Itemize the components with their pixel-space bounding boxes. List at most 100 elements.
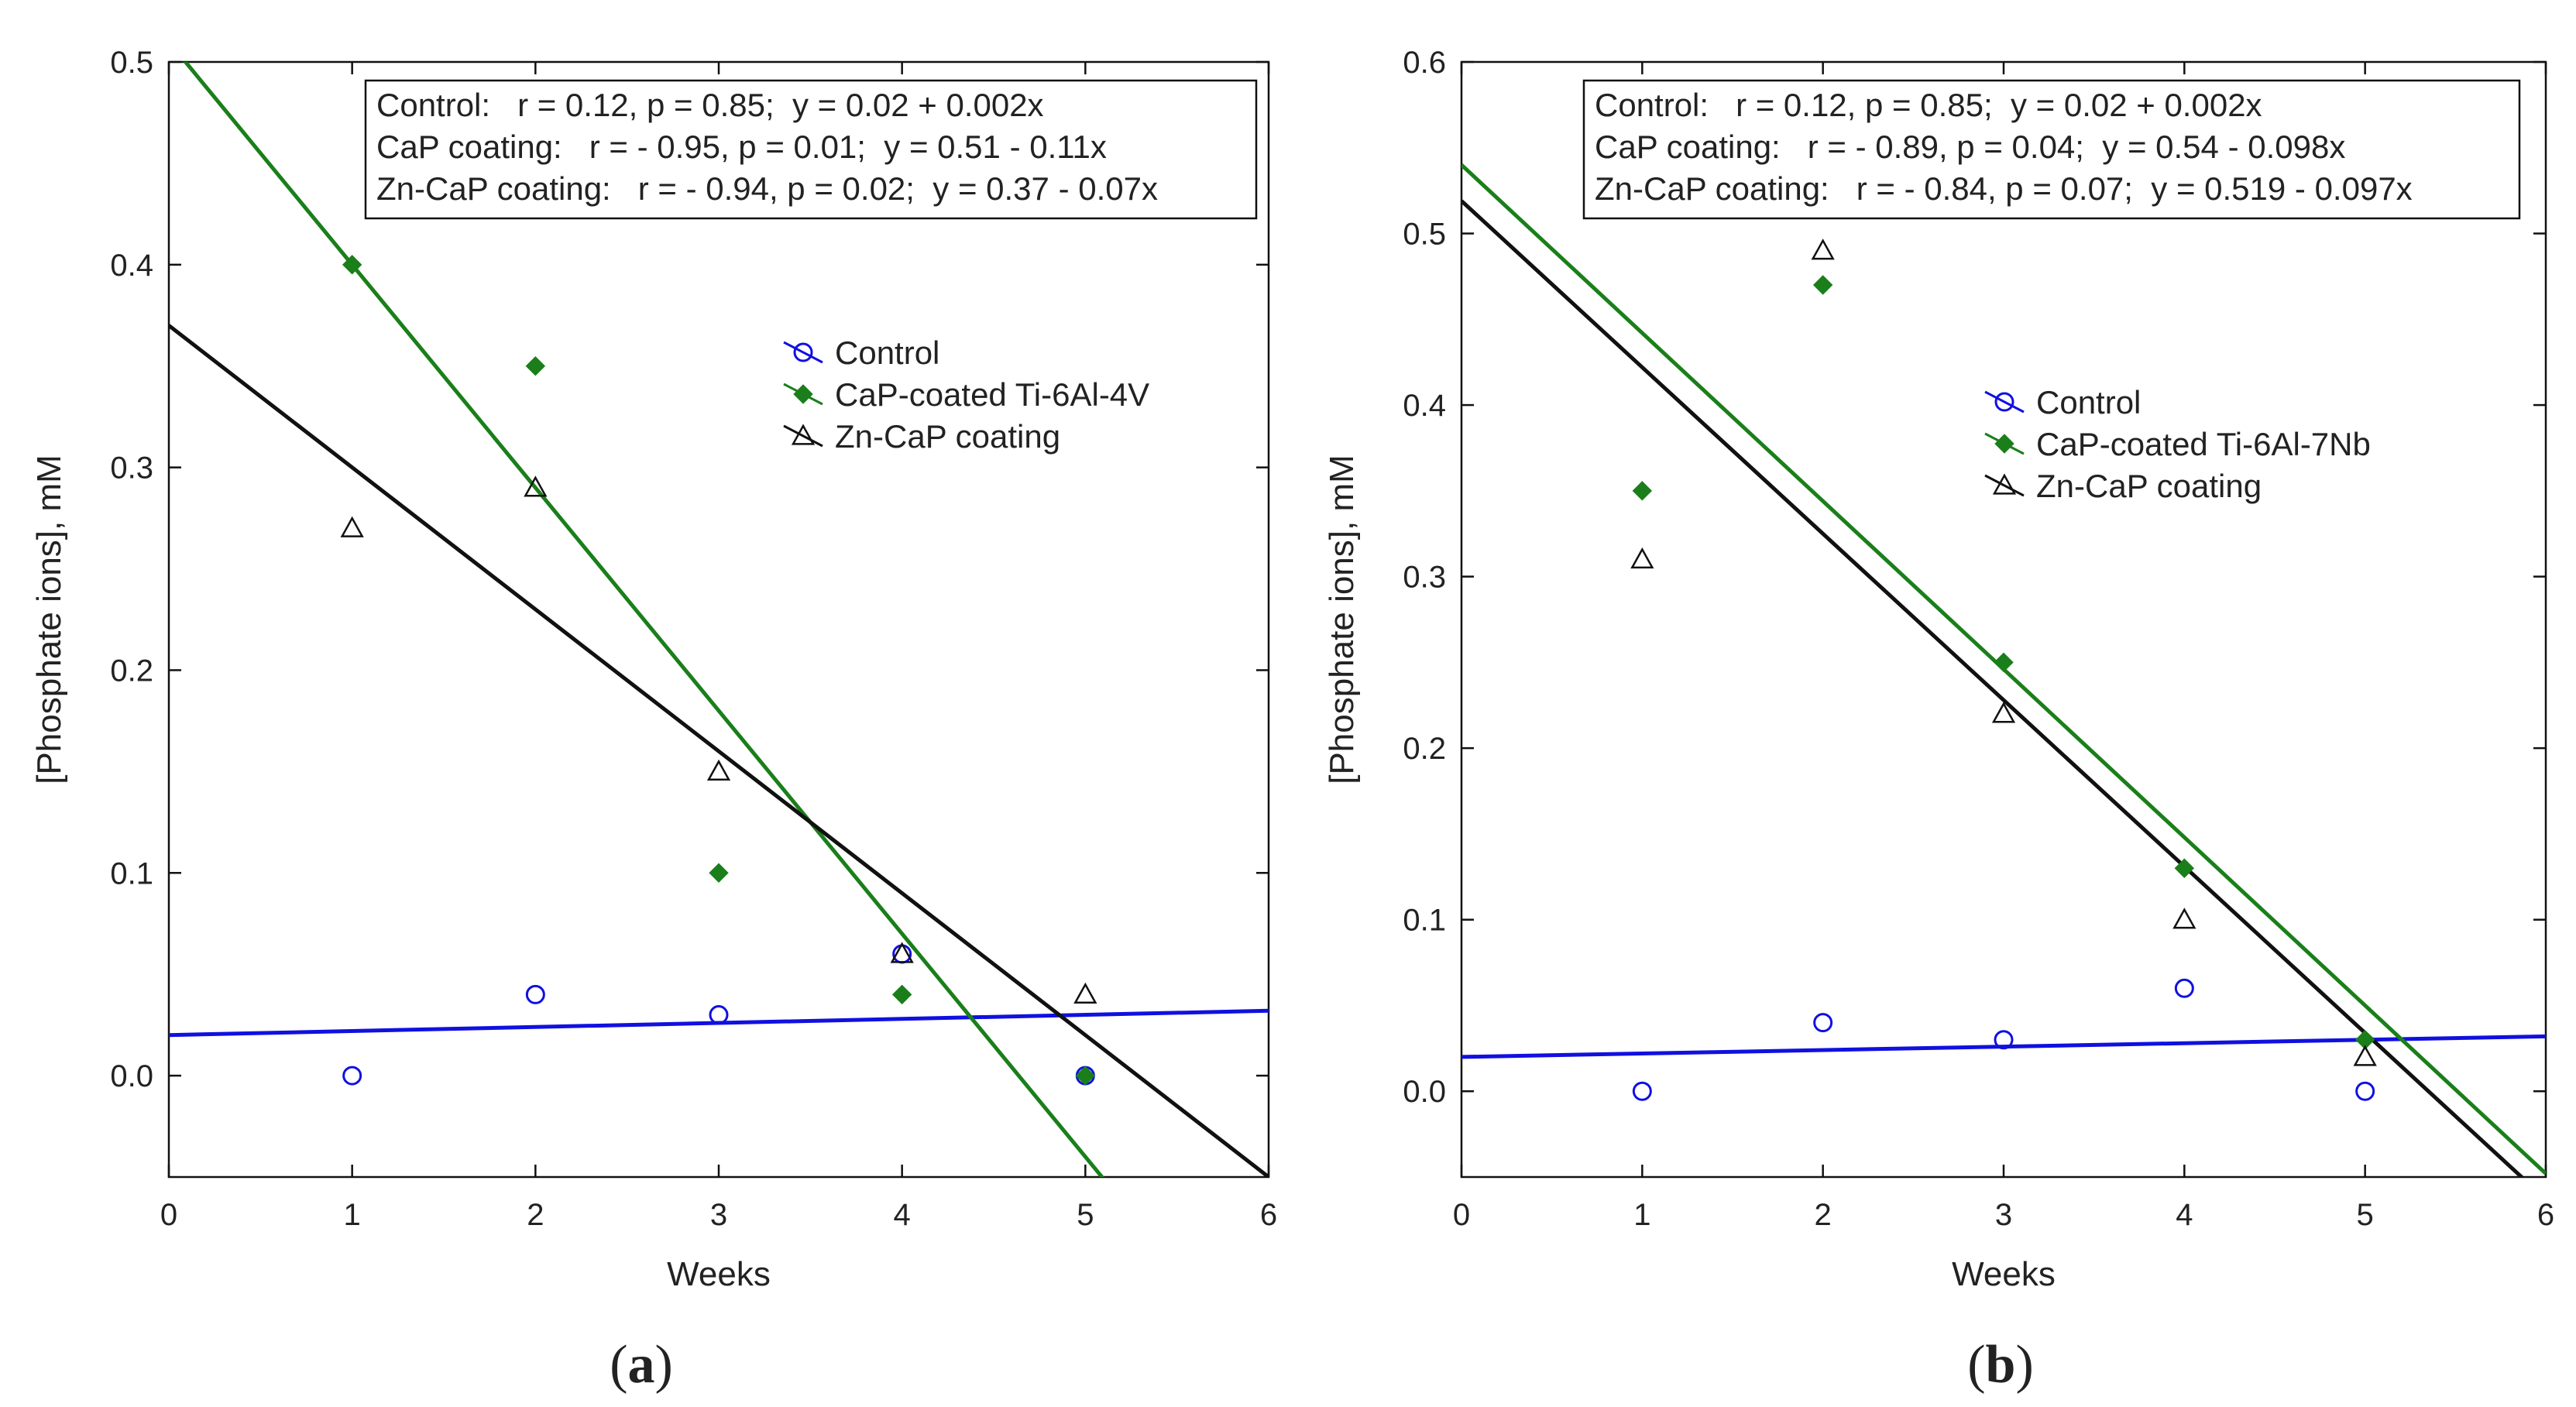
data-point	[1994, 652, 2014, 673]
fit-line-zn-cap-coating	[169, 324, 1269, 1177]
panel-letter: b	[1986, 1335, 2016, 1395]
data-point	[2174, 978, 2194, 998]
series-points	[342, 944, 1095, 1086]
y-tick-label: 0.5	[1403, 218, 1446, 252]
y-tick-label: 0.5	[110, 46, 153, 80]
x-tick-label: 3	[1995, 1198, 2012, 1232]
legend-label: Zn-CaP coating	[2036, 468, 2262, 504]
panel-b: 0 1 2 3 4 5 6 0.0 0.1 0.2 0.3 0.4 0.5 0.6 Weeks [Phosph…	[1323, 46, 2554, 1395]
data-point	[1991, 702, 2016, 723]
legend-label: Control	[2036, 384, 2141, 420]
legend-swatch-marker	[1994, 434, 2014, 454]
stats-line: Control: r = 0.12, p = 0.85; y = 0.02 + …	[1595, 87, 2262, 123]
panel-label: (a)	[610, 1335, 673, 1395]
x-tick-label: 1	[344, 1198, 361, 1232]
y-axis-label: [Phosphate ions], mM	[1323, 455, 1361, 784]
legend-swatch-marker	[1992, 473, 2017, 495]
series-points	[1630, 239, 2377, 1066]
panel-paren-close: )	[2015, 1335, 2033, 1395]
x-tick-label: 4	[894, 1198, 911, 1232]
data-point	[1632, 481, 1653, 501]
x-tick-label: 2	[527, 1198, 544, 1232]
fit-lines	[169, 62, 1269, 1177]
panel-paren-open: (	[610, 1335, 627, 1395]
y-tick-label: 0.1	[1403, 904, 1446, 938]
data-point	[2355, 1081, 2375, 1101]
data-point	[1073, 982, 1097, 1004]
legend-swatch-line	[783, 424, 823, 448]
panel-a: 0 1 2 3 4 5 6 0.0 0.1 0.2 0.3 0.4 0.5 Weeks [Phosphate…	[30, 46, 1277, 1395]
fit-line-cap-coated-ti-6al-4v	[183, 62, 1105, 1177]
data-point	[1813, 1013, 1833, 1033]
data-point	[706, 759, 731, 781]
y-tick-label: 0.4	[1403, 389, 1446, 423]
x-axis-label: Weeks	[1952, 1255, 2056, 1293]
y-tick-label: 0.3	[110, 451, 153, 486]
legend-label: CaP-coated Ti-6Al-4V	[835, 376, 1149, 413]
data-point	[2353, 1045, 2377, 1066]
legend-swatch-marker	[1994, 392, 2014, 412]
legend-swatch-line	[1984, 474, 2025, 497]
data-point	[709, 1005, 729, 1025]
x-tick-label: 4	[2176, 1198, 2193, 1232]
stats-line: CaP coating: r = - 0.95, p = 0.01; y = 0…	[376, 129, 1107, 165]
x-tick-label: 5	[1077, 1198, 1094, 1232]
panel-label: (b)	[1967, 1335, 2034, 1395]
data-point	[2172, 908, 2196, 929]
x-tick-label: 1	[1633, 1198, 1650, 1232]
data-point	[1994, 1030, 2014, 1050]
y-tick-label: 0.4	[110, 249, 153, 283]
series-points	[1632, 275, 2375, 1050]
x-tick-label: 3	[710, 1198, 727, 1232]
y-tick-label: 0.6	[1403, 46, 1446, 80]
data-point	[525, 984, 545, 1004]
data-point	[340, 516, 364, 537]
data-point	[1812, 275, 1833, 295]
x-axis-label: Weeks	[667, 1255, 771, 1293]
y-tick-label: 0.0	[110, 1059, 153, 1093]
x-tick-label: 6	[1260, 1198, 1277, 1232]
fit-line-control	[1461, 1034, 2546, 1059]
legend-label: Zn-CaP coating	[835, 418, 1060, 455]
plot-frame	[167, 60, 1270, 1179]
y-tick-label: 0.2	[1403, 732, 1446, 766]
legend-swatch-marker	[793, 342, 813, 362]
panel-paren-close: )	[655, 1335, 673, 1395]
y-tick-label: 0.2	[110, 654, 153, 688]
legend-swatch-line	[783, 341, 823, 364]
stats-box	[1582, 79, 2521, 220]
x-tick-label: 2	[1815, 1198, 1832, 1232]
data-point	[891, 984, 912, 1005]
data-point	[342, 255, 362, 275]
plot-frame	[1460, 60, 2547, 1179]
data-point	[342, 1066, 362, 1086]
y-axis-label: [Phosphate ions], mM	[30, 455, 68, 784]
series-points	[340, 475, 1097, 1004]
fit-lines	[1461, 163, 2546, 1177]
panel-paren-open: (	[1967, 1335, 1985, 1395]
data-point	[1630, 547, 1654, 569]
data-point	[1811, 239, 1835, 260]
stats-line: Control: r = 0.12, p = 0.85; y = 0.02 + …	[376, 87, 1044, 123]
series-points	[342, 255, 1096, 1086]
y-tick-label: 0.0	[1403, 1075, 1446, 1109]
stats-line: CaP coating: r = - 0.89, p = 0.04; y = 0…	[1595, 129, 2345, 165]
legend-swatch-marker	[791, 424, 816, 445]
legend-swatch-line	[1984, 390, 2025, 414]
data-point	[1075, 1066, 1096, 1086]
stats-line: Zn-CaP coating: r = - 0.94, p = 0.02; y …	[376, 170, 1158, 207]
data-point	[2174, 858, 2195, 878]
data-point	[525, 356, 546, 376]
x-tick-label: 0	[160, 1198, 177, 1232]
series-points	[1632, 978, 2375, 1101]
legend-swatch-marker	[793, 384, 813, 404]
panel-letter: a	[628, 1335, 655, 1395]
data-point	[524, 475, 548, 497]
stats-box	[364, 79, 1258, 220]
x-tick-label: 6	[2537, 1198, 2554, 1232]
x-tick-label: 0	[1453, 1198, 1470, 1232]
fit-line-zn-cap-coating	[1461, 199, 2525, 1177]
data-point	[1632, 1081, 1652, 1101]
y-tick-label: 0.1	[110, 856, 153, 891]
